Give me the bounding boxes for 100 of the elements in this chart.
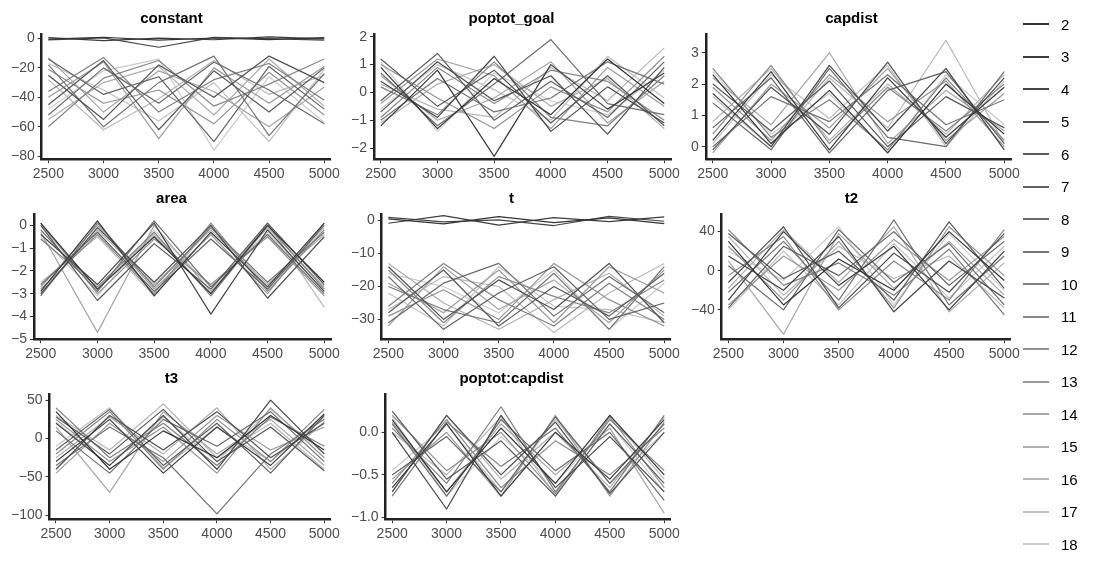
x-tick-label: 2500 bbox=[32, 165, 65, 182]
legend-label: 15 bbox=[1061, 438, 1078, 456]
x-tick-label: 4500 bbox=[253, 165, 285, 182]
chart-title: t bbox=[509, 189, 514, 207]
y-tick-label: −40 bbox=[11, 88, 35, 105]
y-tick-label: −20 bbox=[351, 277, 375, 294]
y-tick-label: 0 bbox=[690, 137, 699, 154]
x-tick-label: 5000 bbox=[648, 525, 681, 542]
x-tick-label: 2500 bbox=[365, 165, 397, 182]
x-tick-label: 3500 bbox=[813, 165, 846, 182]
x-tick-label: 3000 bbox=[81, 345, 114, 362]
legend-label: 17 bbox=[1061, 503, 1078, 521]
y-tick-label: −50 bbox=[18, 467, 43, 484]
y-tick-label: 2 bbox=[359, 27, 368, 44]
y-tick-label: 0 bbox=[19, 216, 28, 233]
legend-label: 11 bbox=[1061, 308, 1077, 326]
x-tick-label: 4000 bbox=[539, 525, 572, 542]
x-tick-label: 3500 bbox=[478, 165, 510, 182]
x-tick-label: 4000 bbox=[538, 345, 570, 362]
x-tick-label: 3000 bbox=[427, 345, 460, 362]
chart-title: poptot_goal bbox=[468, 9, 555, 27]
x-tick-label: 4000 bbox=[201, 525, 233, 542]
x-tick-label: 4000 bbox=[878, 345, 910, 362]
y-tick-label: −10 bbox=[351, 244, 375, 261]
y-tick-label: 3 bbox=[690, 43, 699, 60]
x-tick-label: 5000 bbox=[648, 345, 681, 362]
y-tick-label: −1 bbox=[10, 239, 28, 255]
x-tick-label: 4000 bbox=[195, 345, 227, 362]
y-tick-label: 0 bbox=[706, 261, 715, 278]
x-tick-label: 4500 bbox=[251, 345, 284, 362]
legend-label: 3 bbox=[1061, 48, 1070, 66]
legend-label: 9 bbox=[1061, 243, 1070, 261]
y-tick-label: 0 bbox=[34, 429, 43, 446]
legend-label: 10 bbox=[1061, 275, 1078, 293]
legend-label: 13 bbox=[1061, 373, 1078, 391]
y-tick-label: −1.0 bbox=[351, 508, 379, 525]
y-tick-label: −20 bbox=[11, 58, 35, 75]
x-tick-label: 2500 bbox=[712, 345, 745, 362]
x-tick-label: 3500 bbox=[483, 345, 515, 362]
x-tick-label: 3000 bbox=[767, 345, 800, 362]
x-tick-label: 5000 bbox=[988, 165, 1021, 182]
y-tick-label: 1 bbox=[359, 55, 368, 72]
x-tick-label: 5000 bbox=[308, 345, 341, 362]
chart-title: area bbox=[156, 189, 188, 207]
legend-label: 6 bbox=[1061, 145, 1070, 163]
legend-label: 18 bbox=[1061, 535, 1078, 553]
x-tick-label: 4000 bbox=[535, 165, 567, 182]
x-tick-label: 4500 bbox=[594, 525, 626, 542]
y-tick-label: −4 bbox=[10, 307, 28, 324]
y-tick-label: −3 bbox=[10, 284, 28, 301]
y-tick-label: −0.5 bbox=[351, 465, 379, 482]
x-tick-label: 3000 bbox=[755, 165, 787, 182]
y-tick-label: −2 bbox=[350, 138, 368, 155]
x-tick-label: 3500 bbox=[823, 345, 855, 362]
y-tick-label: 0.0 bbox=[359, 423, 379, 440]
y-tick-label: −5 bbox=[10, 330, 28, 347]
legend-label: 16 bbox=[1061, 470, 1078, 488]
x-tick-label: 4500 bbox=[255, 525, 287, 542]
x-tick-label: 5000 bbox=[648, 165, 681, 182]
x-tick-label: 4500 bbox=[933, 345, 965, 362]
x-tick-label: 3000 bbox=[421, 165, 454, 182]
x-tick-label: 2500 bbox=[372, 345, 405, 362]
x-tick-label: 3500 bbox=[138, 345, 170, 362]
legend-label: 7 bbox=[1061, 178, 1070, 196]
x-tick-label: 3500 bbox=[485, 525, 517, 542]
x-tick-label: 4500 bbox=[593, 345, 625, 362]
legend-label: 14 bbox=[1061, 405, 1078, 423]
chart-title: constant bbox=[140, 9, 203, 27]
x-tick-label: 2500 bbox=[40, 525, 72, 542]
legend-label: 2 bbox=[1061, 15, 1070, 33]
x-tick-label: 5000 bbox=[988, 345, 1021, 362]
y-tick-label: −2 bbox=[10, 261, 28, 278]
x-tick-label: 3500 bbox=[147, 525, 180, 542]
y-tick-label: −1 bbox=[350, 111, 368, 128]
x-tick-label: 5000 bbox=[308, 165, 341, 182]
legend-label: 4 bbox=[1061, 80, 1070, 98]
chart-title: poptot:capdist bbox=[459, 369, 564, 387]
y-tick-label: 2 bbox=[690, 74, 699, 91]
y-tick-label: −60 bbox=[11, 117, 35, 134]
x-tick-label: 2500 bbox=[25, 345, 57, 362]
y-tick-label: −100 bbox=[10, 506, 43, 523]
x-tick-label: 3000 bbox=[94, 525, 126, 542]
x-tick-label: 3500 bbox=[143, 165, 175, 182]
y-tick-label: −30 bbox=[351, 310, 375, 327]
legend-label: 5 bbox=[1061, 113, 1070, 131]
x-tick-label: 4000 bbox=[872, 165, 904, 182]
x-tick-label: 2500 bbox=[697, 165, 729, 182]
chart-title: t2 bbox=[844, 189, 859, 207]
x-tick-label: 3000 bbox=[431, 525, 463, 542]
y-tick-label: 0 bbox=[26, 29, 35, 46]
y-tick-label: −40 bbox=[691, 300, 715, 317]
x-tick-label: 4500 bbox=[591, 165, 624, 182]
chart-title: capdist bbox=[825, 9, 878, 27]
y-tick-label: 0 bbox=[359, 83, 368, 100]
y-tick-label: 40 bbox=[699, 222, 715, 239]
y-tick-label: 50 bbox=[26, 391, 43, 407]
legend-label: 12 bbox=[1061, 340, 1078, 358]
y-tick-label: 1 bbox=[690, 106, 699, 123]
chart-title: t3 bbox=[164, 369, 179, 387]
x-tick-label: 4000 bbox=[198, 165, 230, 182]
